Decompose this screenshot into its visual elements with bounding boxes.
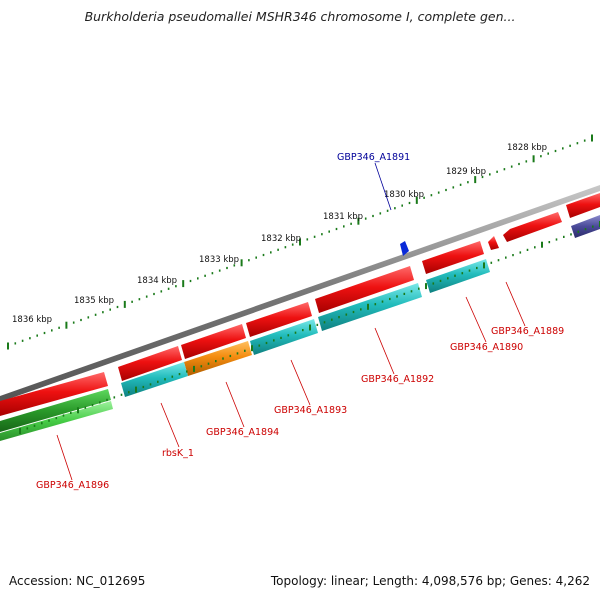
gene-arrow[interactable] [181, 324, 246, 359]
scale-label-1829: 1829 kbp [446, 167, 486, 177]
gene-arrow[interactable] [121, 362, 188, 397]
scale-label-1836: 1836 kbp [12, 315, 52, 325]
gene-arrow[interactable] [0, 372, 108, 416]
gene-arrow[interactable] [488, 236, 499, 250]
lower-scale-ticks [19, 221, 600, 434]
scale-label-1834: 1834 kbp [137, 276, 177, 286]
scale-label-1831: 1831 kbp [323, 212, 363, 222]
gene-label-GBP346_A1891[interactable]: GBP346_A1891 [337, 152, 410, 163]
label-leader-lines [56, 162, 526, 481]
map-title: Burkholderia pseudomallei MSHR346 chromo… [84, 9, 516, 24]
gene-marker-GBP346_A1891[interactable] [400, 241, 409, 256]
gene-arrow[interactable] [318, 283, 422, 331]
reverse-strand-genes [0, 215, 600, 441]
scale-label-1828: 1828 kbp [507, 143, 547, 153]
gene-arrow[interactable] [0, 401, 113, 441]
scale-label-1830: 1830 kbp [384, 190, 424, 200]
gene-arrow[interactable] [566, 193, 600, 218]
gene-label-GBP346_A1892[interactable]: GBP346_A1892 [361, 374, 434, 385]
scale-label-1832: 1832 kbp [261, 234, 301, 244]
gene-label-rbsK_1[interactable]: rbsK_1 [162, 448, 194, 459]
gene-arrow[interactable] [426, 259, 490, 293]
chromosome-backbone [0, 185, 600, 402]
gene-arrow[interactable] [571, 215, 600, 238]
gene-arrow[interactable] [315, 266, 414, 313]
gene-label-GBP346_A1893[interactable]: GBP346_A1893 [274, 405, 347, 416]
gene-arrow[interactable] [250, 319, 318, 355]
topology-summary: Topology: linear; Length: 4,098,576 bp; … [270, 574, 590, 588]
gene-arrow[interactable] [118, 346, 182, 381]
scale-label-1835: 1835 kbp [74, 296, 114, 306]
gene-arrow[interactable] [0, 389, 111, 432]
accession-label: Accession: NC_012695 [9, 574, 146, 588]
gene-label-GBP346_A1894[interactable]: GBP346_A1894 [206, 427, 279, 438]
scale-label-1833: 1833 kbp [199, 255, 239, 265]
gene-label-GBP346_A1896[interactable]: GBP346_A1896 [36, 480, 109, 491]
gene-label-GBP346_A1889[interactable]: GBP346_A1889 [491, 326, 564, 337]
gene-arrow[interactable] [503, 212, 562, 242]
gene-labels: GBP346_A1891 GBP346_A1889 GBP346_A1890 G… [36, 152, 564, 491]
scale-labels: 1828 kbp 1829 kbp 1830 kbp 1831 kbp 1832… [12, 143, 547, 325]
gene-label-GBP346_A1890[interactable]: GBP346_A1890 [450, 342, 523, 353]
gene-arrow[interactable] [246, 302, 312, 337]
scale-ticks [7, 134, 593, 350]
gene-arrow[interactable] [422, 241, 484, 274]
forward-strand-genes [0, 193, 600, 416]
